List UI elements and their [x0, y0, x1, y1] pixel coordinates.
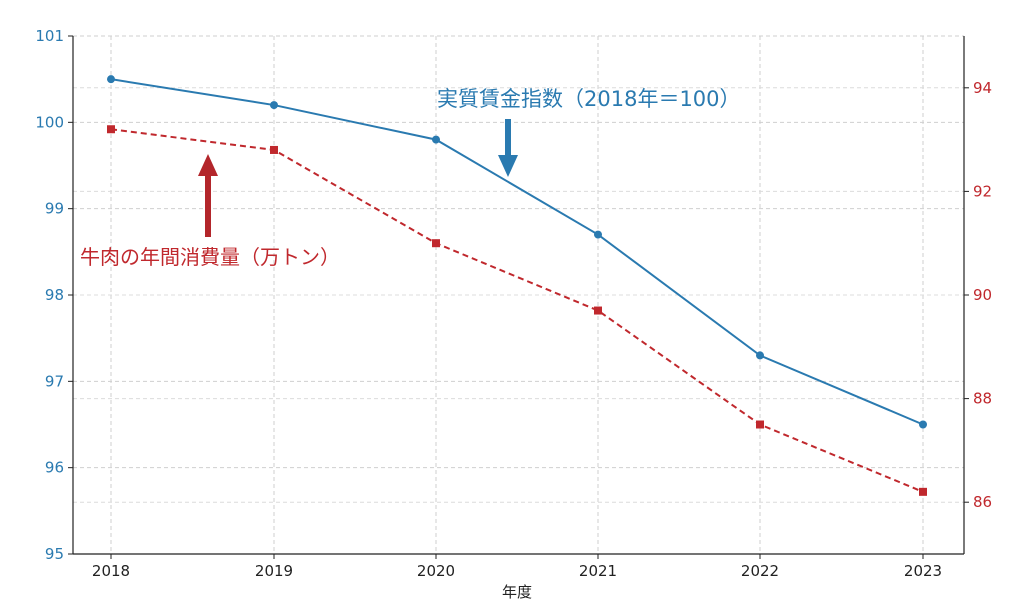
x-tick-label: 2018	[92, 562, 130, 580]
series-point	[919, 420, 927, 429]
series-layer	[107, 75, 927, 496]
x-tick-label: 2022	[741, 562, 779, 580]
series-wage-index	[107, 75, 927, 429]
beef-consumption-arrow	[198, 154, 218, 237]
wage-index-arrow	[498, 119, 518, 177]
left-tick-label: 96	[45, 459, 64, 477]
right-tick-label: 88	[973, 390, 992, 408]
series-point	[107, 125, 115, 134]
x-tick-label: 2021	[579, 562, 617, 580]
x-tick-label: 2023	[904, 562, 942, 580]
series-line	[110, 128, 924, 493]
series-point	[756, 420, 764, 429]
series-point	[594, 306, 602, 315]
right-tick-label: 92	[973, 182, 992, 200]
series-point	[432, 239, 440, 248]
right-tick-label: 86	[973, 493, 992, 511]
series-point	[432, 135, 440, 144]
series-point	[594, 230, 602, 239]
wage-index-annotation: 実質賃金指数（2018年＝100）	[437, 87, 741, 111]
series-point	[270, 101, 278, 110]
left-tick-label: 100	[35, 113, 64, 131]
series-point	[270, 145, 278, 154]
series-point	[756, 351, 764, 360]
tick-labels: 95 96 97 98 99 100 101 86 88 90 92 94 2018 2019 2020 20…	[35, 27, 992, 580]
x-axis-label: 年度	[502, 583, 532, 601]
series-point	[919, 487, 927, 496]
series-beef-consumption	[107, 125, 927, 496]
right-tick-label: 90	[973, 286, 992, 304]
left-tick-label: 99	[45, 200, 64, 218]
left-tick-label: 101	[35, 27, 64, 45]
left-tick-label: 97	[45, 372, 64, 390]
annotations: 実質賃金指数（2018年＝100） 牛肉の年間消費量（万トン）	[80, 87, 741, 269]
series-point	[107, 75, 115, 84]
x-tick-label: 2019	[255, 562, 293, 580]
beef-consumption-annotation: 牛肉の年間消費量（万トン）	[80, 245, 340, 269]
x-tick-label: 2020	[417, 562, 455, 580]
axes	[68, 35, 969, 559]
left-tick-label: 95	[45, 545, 64, 563]
right-tick-label: 94	[973, 79, 992, 97]
series-line	[110, 78, 924, 426]
left-tick-label: 98	[45, 286, 64, 304]
grid-lines	[73, 35, 964, 555]
